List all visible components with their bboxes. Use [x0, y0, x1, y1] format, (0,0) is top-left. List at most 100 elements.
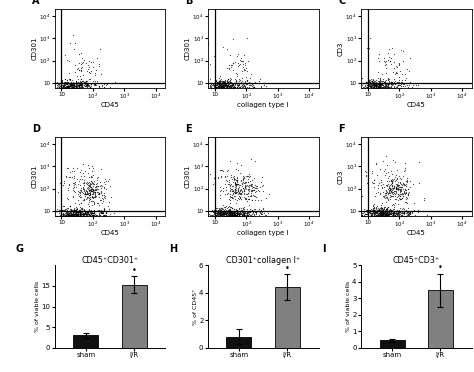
Point	[71, 207, 79, 213]
Point	[98, 192, 106, 198]
Point	[86, 208, 94, 214]
Point	[71, 85, 79, 91]
Point	[227, 83, 234, 89]
Point	[392, 214, 399, 219]
Point	[83, 195, 91, 201]
Point	[95, 191, 103, 197]
Point	[76, 210, 84, 216]
Point	[376, 82, 383, 88]
Point	[212, 78, 220, 84]
Point	[70, 205, 77, 211]
Point	[65, 86, 73, 92]
Point	[247, 190, 255, 196]
Point	[384, 175, 392, 181]
Point	[73, 214, 80, 220]
Point	[73, 83, 80, 89]
Point	[67, 86, 75, 92]
Point	[85, 211, 92, 217]
Point	[366, 210, 374, 216]
Point	[218, 81, 225, 87]
Point	[240, 67, 248, 73]
Point	[219, 208, 227, 214]
Point	[367, 208, 374, 214]
Point	[396, 193, 403, 199]
Point	[88, 81, 95, 87]
Point	[224, 211, 232, 217]
Point	[225, 79, 232, 85]
Point	[70, 81, 78, 87]
Point	[356, 81, 363, 87]
Point	[228, 181, 235, 187]
Point	[79, 214, 86, 220]
Point	[62, 213, 70, 219]
Point	[226, 196, 233, 202]
Point	[99, 211, 107, 217]
Point	[397, 214, 405, 220]
Point	[233, 177, 240, 183]
Point	[62, 82, 69, 88]
Point	[367, 86, 375, 92]
Point	[68, 86, 75, 92]
Point	[243, 186, 250, 192]
Point	[69, 85, 77, 91]
Point	[211, 209, 219, 215]
Point	[95, 214, 103, 220]
Point	[226, 209, 233, 215]
Point	[381, 192, 389, 198]
Point	[66, 203, 73, 209]
Point	[71, 83, 78, 89]
Point	[379, 78, 387, 84]
Point	[72, 210, 80, 216]
Point	[259, 174, 266, 180]
Point	[221, 213, 229, 219]
Point	[376, 210, 383, 216]
Point	[379, 86, 386, 92]
Point	[91, 210, 98, 216]
Point	[371, 209, 378, 215]
Point	[373, 86, 380, 92]
Point	[239, 214, 247, 219]
Point	[94, 191, 101, 197]
Point	[376, 208, 384, 214]
Point	[366, 207, 374, 213]
Point	[98, 195, 106, 201]
Point	[227, 78, 234, 84]
Point	[252, 79, 259, 85]
Point	[371, 81, 379, 87]
Point	[376, 58, 383, 64]
Point	[245, 84, 253, 90]
Point	[390, 206, 397, 212]
Point	[77, 211, 84, 217]
Point	[243, 198, 251, 204]
Point	[72, 84, 80, 90]
Point	[219, 78, 227, 84]
Point	[383, 214, 390, 220]
Point	[245, 176, 252, 182]
Point	[410, 201, 418, 206]
Point	[257, 212, 264, 218]
Point	[373, 214, 380, 220]
Point	[99, 209, 106, 215]
Point	[382, 209, 389, 215]
Point	[232, 214, 239, 220]
Point	[230, 208, 237, 214]
Point	[228, 214, 235, 220]
Point	[394, 82, 401, 88]
Point	[381, 208, 389, 214]
Point	[78, 65, 85, 71]
Point	[384, 190, 392, 196]
Point	[214, 86, 222, 92]
Point	[212, 208, 219, 214]
Point	[66, 212, 73, 218]
Point	[380, 214, 388, 220]
Point	[234, 195, 242, 201]
Point	[220, 86, 228, 92]
Point	[73, 66, 81, 72]
Point	[369, 210, 377, 216]
Point	[70, 214, 77, 220]
Point	[381, 62, 388, 68]
Point	[64, 214, 71, 219]
Point	[86, 187, 94, 193]
Point	[375, 214, 383, 219]
Point	[224, 214, 232, 220]
